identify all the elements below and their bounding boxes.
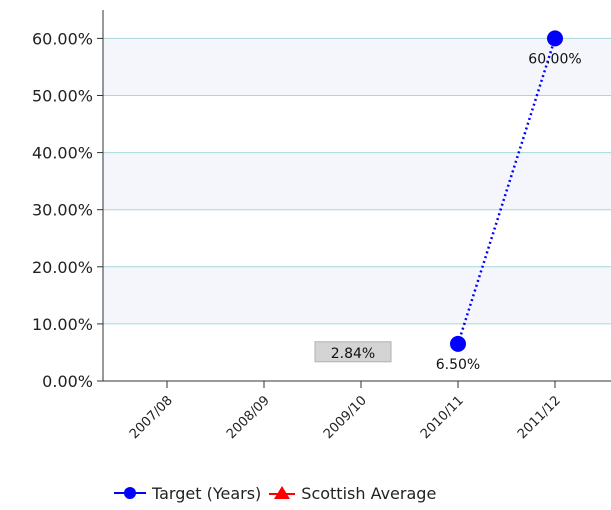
y-tick-label: 60.00%	[32, 29, 93, 48]
data-label: 60.00%	[528, 51, 581, 67]
circle-marker-icon	[114, 487, 146, 499]
legend-item-scottish-average[interactable]: Scottish Average	[267, 484, 436, 503]
data-label: 2.84%	[331, 346, 375, 362]
target-series-line	[456, 38, 557, 345]
plot-bands	[103, 38, 611, 324]
x-axis-ticks: 2007/08 2008/09 2009/10 2010/11 2011/12	[127, 381, 564, 442]
x-tick-label: 2010/11	[418, 393, 467, 442]
triangle-marker-icon	[269, 486, 296, 499]
y-tick-label: 40.00%	[32, 144, 93, 163]
x-tick-label: 2007/08	[127, 393, 176, 442]
y-tick-label: 0.00%	[42, 372, 93, 391]
x-tick-label: 2011/12	[515, 393, 564, 442]
target-point	[547, 30, 563, 47]
legend-item-target[interactable]: Target (Years)	[112, 484, 261, 503]
line-chart: 0.00% 10.00% 20.00% 30.00% 40.00% 50.00% 60.00…	[32, 10, 611, 442]
legend-label-scottish-average: Scottish Average	[301, 483, 437, 503]
series-layer	[450, 30, 563, 352]
data-labels: 6.50% 60.00% 2.84%	[314, 51, 582, 373]
plot-band	[103, 38, 611, 96]
y-tick-label: 20.00%	[32, 258, 93, 277]
legend: Target (Years) Scottish Average	[112, 481, 442, 505]
y-tick-label: 50.00%	[32, 87, 93, 106]
target-point	[450, 335, 466, 352]
plot-band	[103, 266, 611, 324]
data-label-box	[314, 341, 392, 363]
y-axis-ticks: 0.00% 10.00% 20.00% 30.00% 40.00% 50.00% 60.00…	[32, 29, 103, 391]
y-tick-label: 10.00%	[32, 315, 93, 334]
gridlines	[103, 37, 611, 325]
x-tick-label: 2008/09	[224, 393, 273, 442]
legend-label-target: Target (Years)	[152, 483, 262, 503]
data-label: 6.50%	[436, 357, 480, 373]
plot-band	[103, 152, 611, 210]
y-tick-label: 30.00%	[32, 201, 93, 220]
x-tick-label: 2009/10	[321, 393, 370, 442]
